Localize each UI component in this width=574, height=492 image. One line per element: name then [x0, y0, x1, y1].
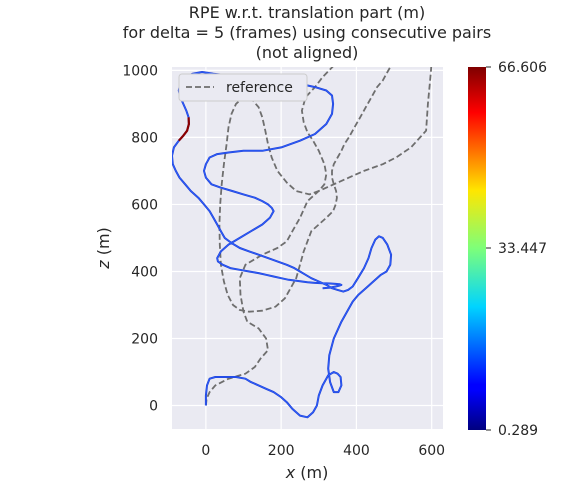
chart-title-line-3: (not aligned) — [256, 43, 359, 62]
x-axis-variable: x — [285, 463, 296, 482]
axis-ticks: 0 200 400 600 0 200 400 600 800 1000 — [122, 63, 445, 459]
y-axis-unit: (m) — [94, 227, 113, 260]
y-tick-label: 400 — [131, 264, 158, 280]
y-tick-label: 200 — [131, 332, 158, 348]
x-tick-label: 400 — [343, 443, 370, 459]
x-axis-unit: (m) — [295, 463, 328, 482]
chart-title-line-2: for delta = 5 (frames) using consecutive… — [123, 23, 491, 42]
chart-title-line-1: RPE w.r.t. translation part (m) — [189, 3, 425, 22]
legend: reference — [178, 73, 308, 102]
y-tick-label: 600 — [131, 197, 158, 213]
series-reference-line — [205, 67, 433, 406]
x-tick-label: 600 — [418, 443, 445, 459]
chart-title: RPE w.r.t. translation part (m) for delt… — [123, 3, 491, 62]
colorbar-label-mid: 33.447 — [498, 241, 547, 257]
series-estimate-highlight — [172, 71, 392, 418]
colorbar-label-max: 66.606 — [498, 60, 547, 76]
colorbar-label-min: 0.289 — [498, 423, 538, 439]
colorbar: 66.606 33.447 0.289 — [468, 60, 547, 439]
legend-label-reference: reference — [226, 80, 293, 96]
series-high-error-segment — [177, 117, 191, 142]
y-tick-label: 800 — [131, 130, 158, 146]
y-axis-label: z (m) — [94, 227, 113, 270]
plot-area — [172, 67, 443, 429]
legend-box — [178, 73, 308, 102]
colorbar-gradient — [468, 67, 486, 430]
x-tick-label: 0 — [201, 443, 210, 459]
y-tick-label: 1000 — [122, 63, 158, 79]
y-tick-label: 0 — [149, 399, 158, 415]
series-layer — [172, 67, 433, 419]
y-axis-variable: z — [94, 260, 113, 270]
x-axis-label: x (m) — [285, 463, 329, 482]
x-tick-label: 200 — [268, 443, 295, 459]
